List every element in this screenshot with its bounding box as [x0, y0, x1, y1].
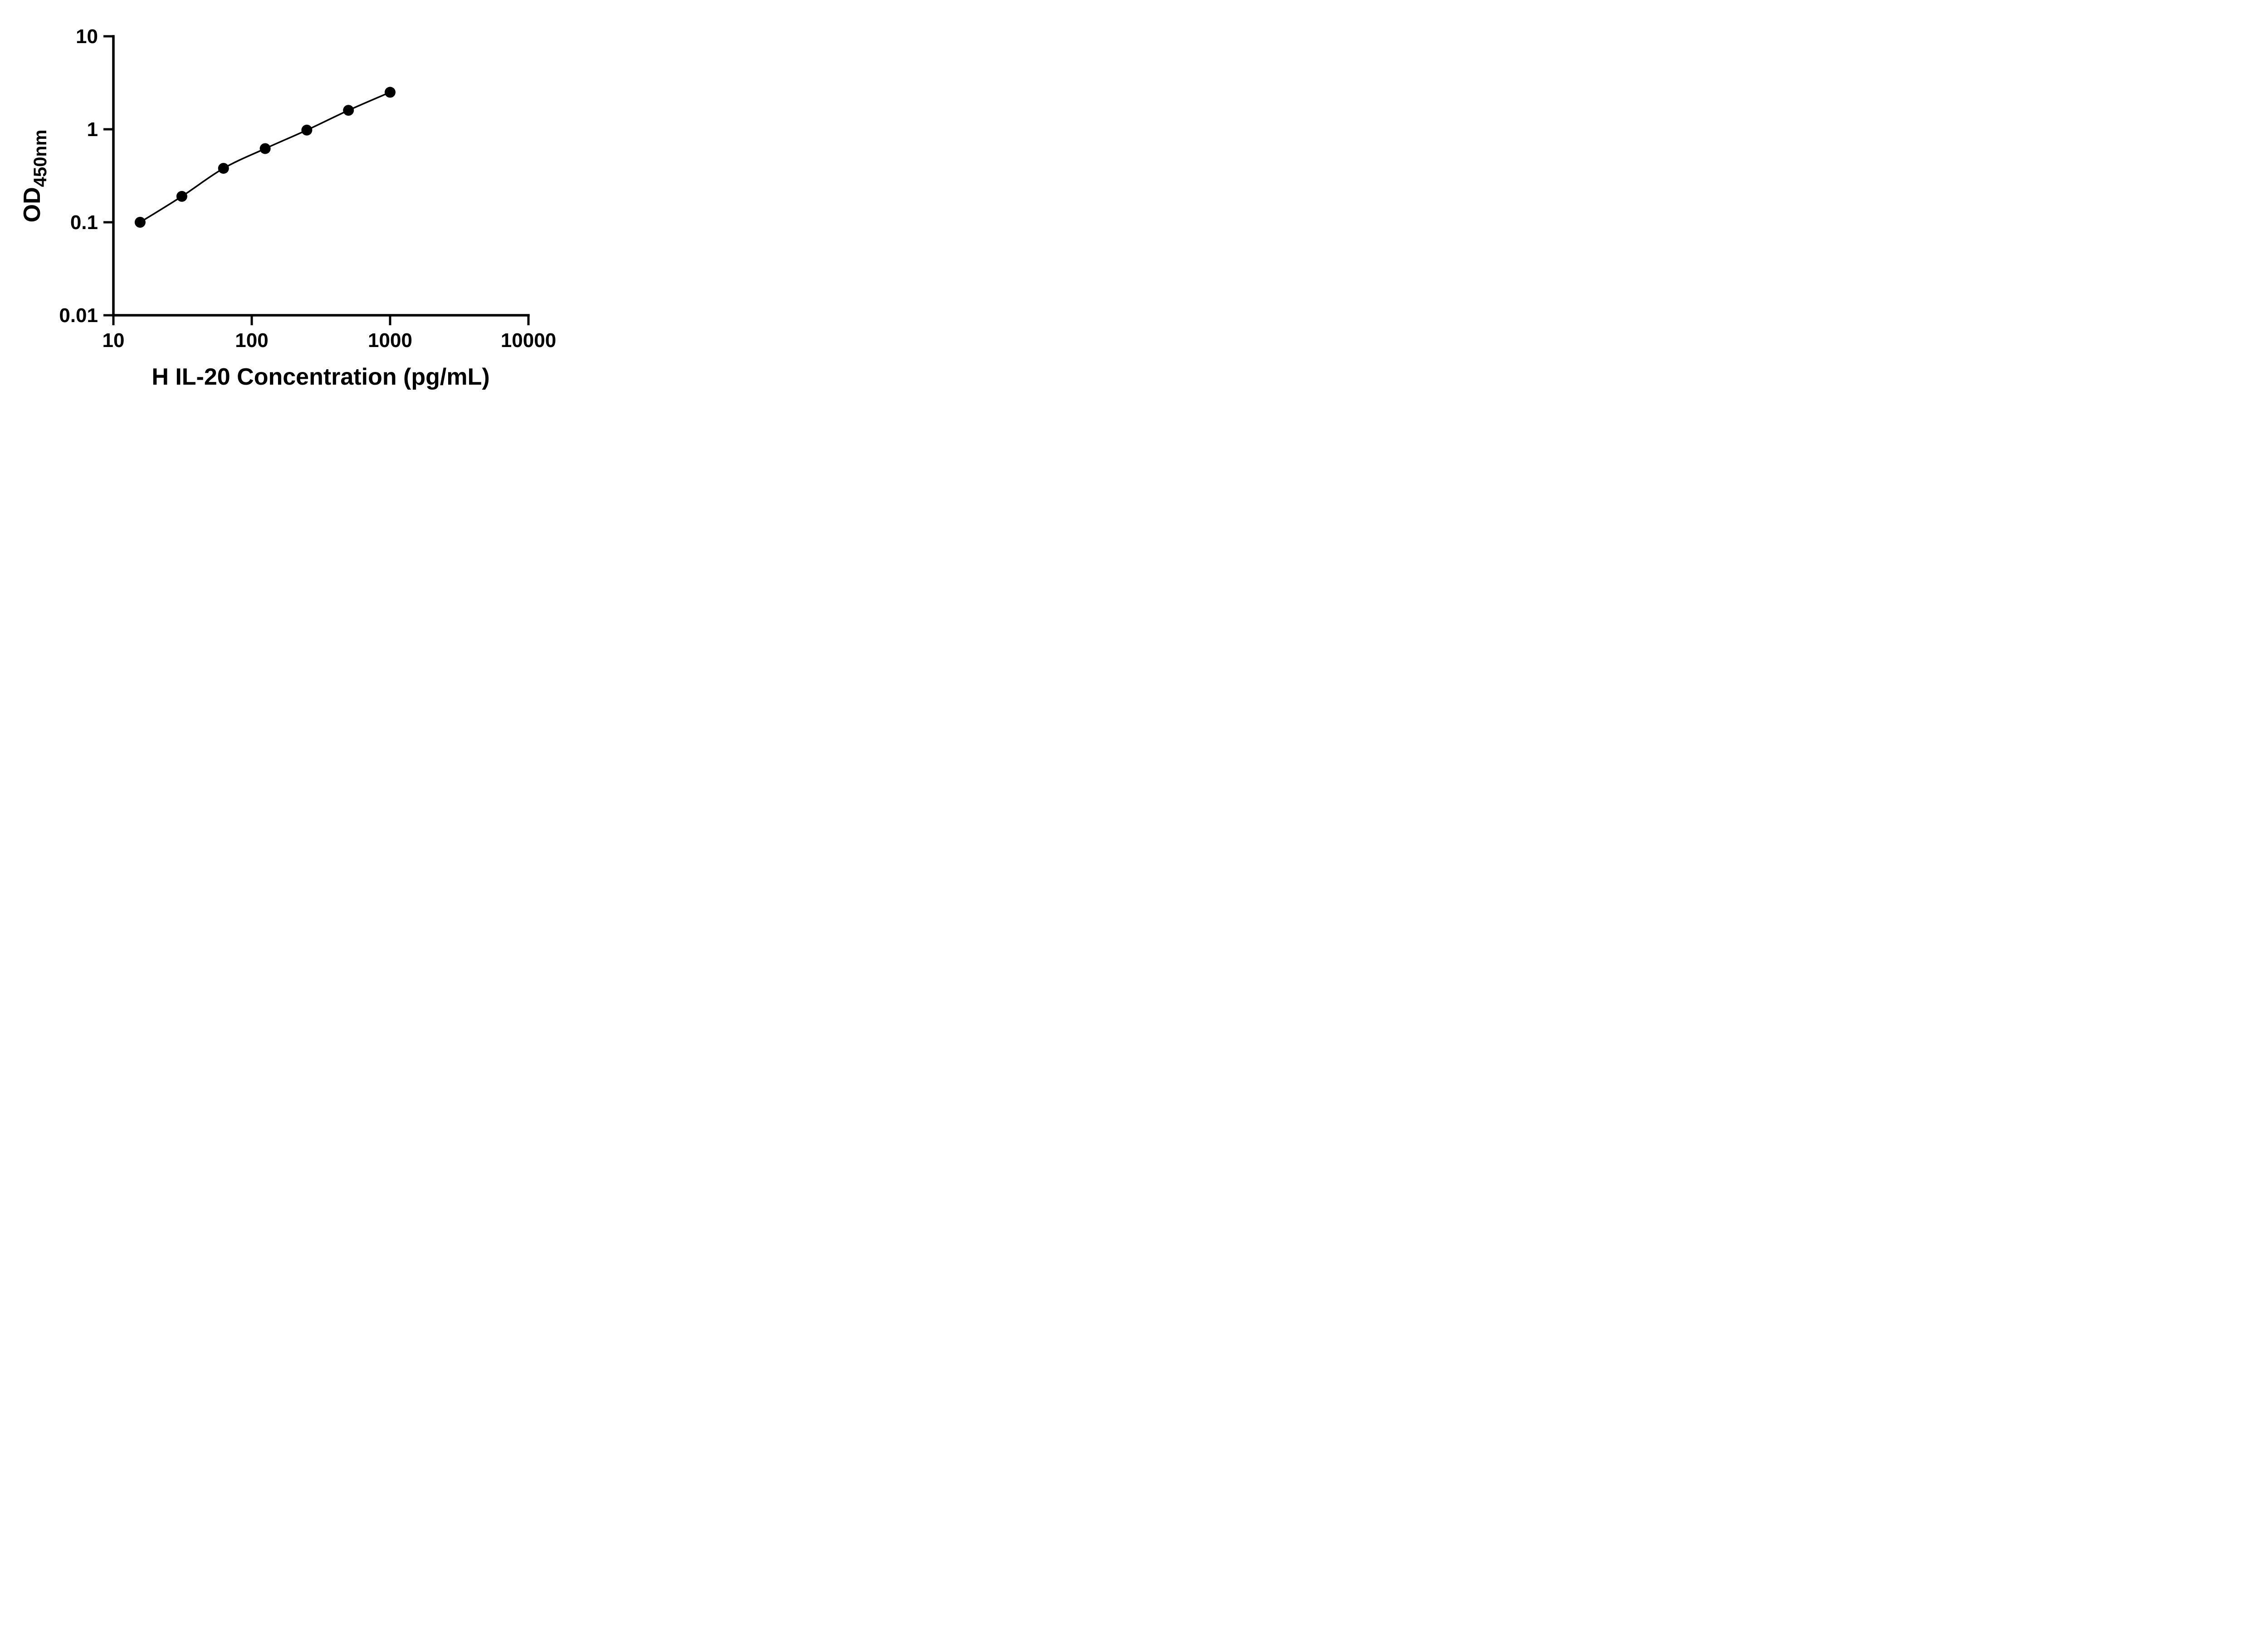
x-tick-label: 1000	[368, 329, 412, 352]
y-tick-label: 0.01	[59, 304, 98, 327]
y-axis-title-main: OD	[19, 187, 45, 222]
y-tick-label: 10	[76, 25, 98, 48]
data-point	[259, 143, 271, 154]
data-point	[134, 217, 146, 228]
data-point	[301, 124, 313, 136]
data-point	[385, 87, 396, 98]
data-point	[218, 163, 229, 174]
axes-frame	[112, 35, 530, 317]
elisa-standard-curve-figure: 10 100 1000 10000 10 1 0.1 0.01 H IL-20 Concent…	[0, 0, 583, 408]
plot-area: 10 100 1000 10000 10 1 0.1 0.01	[59, 25, 556, 352]
y-tick-label: 1	[87, 118, 98, 141]
y-tick-label: 0.1	[70, 211, 98, 234]
y-axis-title: OD450nm	[19, 130, 50, 223]
x-tick-label: 100	[235, 329, 268, 352]
data-point	[176, 191, 187, 202]
x-axis-title: H IL-20 Concentration (pg/mL)	[152, 364, 489, 390]
data-point	[343, 105, 354, 116]
y-axis-title-subscript: 450nm	[30, 130, 50, 187]
x-tick-label: 10	[103, 329, 125, 352]
standard-curve-chart: 10 100 1000 10000 10 1 0.1 0.01 H IL-20 Concent…	[0, 0, 583, 408]
x-tick-label: 10000	[501, 329, 556, 352]
